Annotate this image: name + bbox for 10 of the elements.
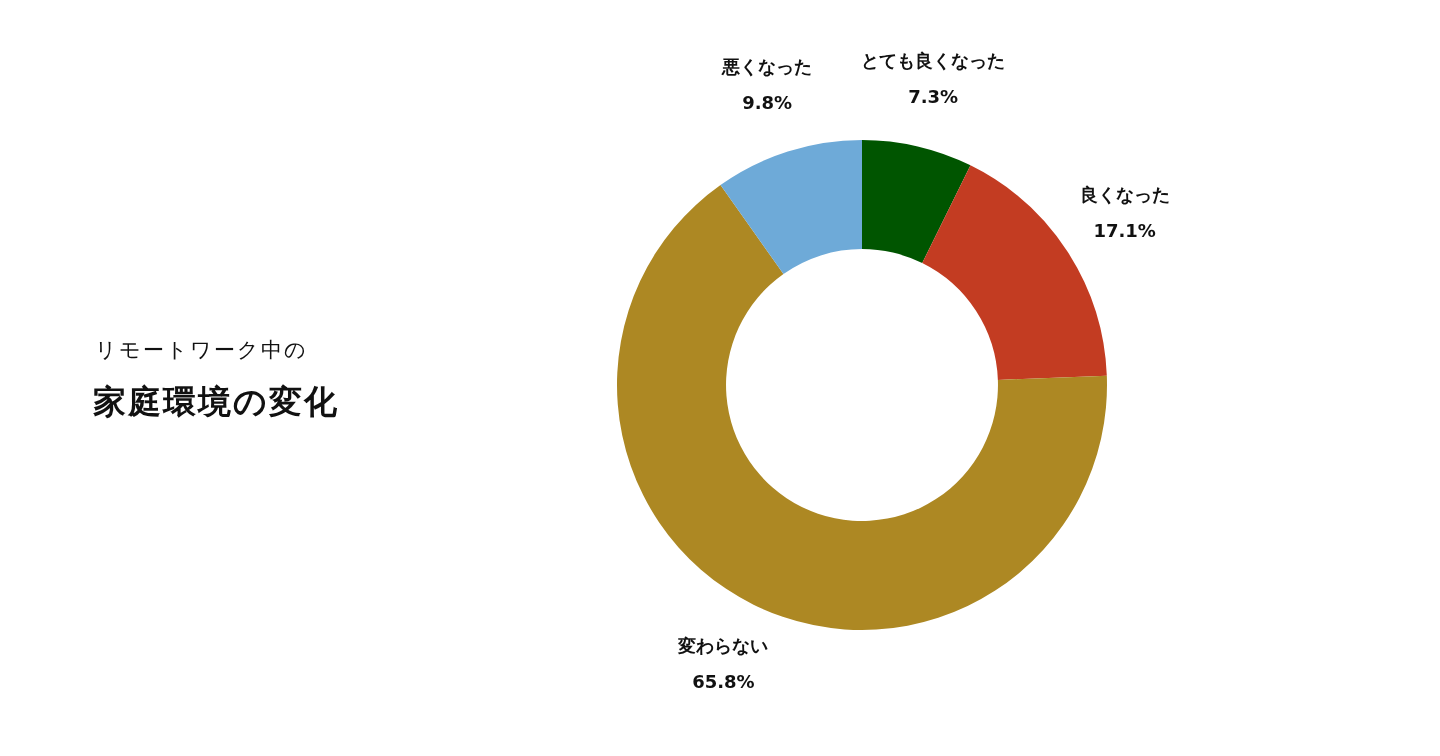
data-label: 7.3% [908,85,959,107]
data-label: 9.8% [742,92,793,114]
slice-label: 変わらない [677,635,769,657]
text: リモートワーク中の [95,337,308,364]
slice-label: 悪くなった [721,56,813,78]
data-label: 65.8% [692,671,755,693]
slice-label: 良くなった [1079,184,1170,206]
slice-label: とても良くなった [861,49,1006,71]
text: 家庭環境の変化 [93,381,339,423]
data-label: 17.1% [1093,220,1156,242]
